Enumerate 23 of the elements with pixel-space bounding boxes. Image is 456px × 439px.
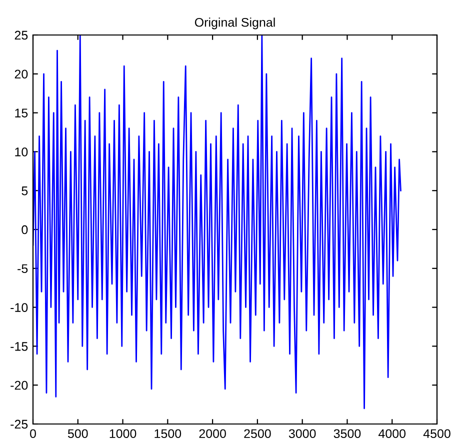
chart-title: Original Signal [194, 18, 275, 30]
x-tick-label: 3000 [288, 429, 316, 438]
x-tick-label: 1000 [110, 429, 136, 438]
y-tick-label: 10 [15, 148, 28, 156]
y-tick-label: -10 [10, 303, 28, 312]
x-tick-label: 3500 [334, 429, 361, 438]
x-tick-label: 4000 [378, 429, 406, 438]
y-tick-label: 15 [15, 108, 28, 118]
y-tick-label: -15 [10, 342, 28, 351]
x-tick-label: 0 [30, 429, 36, 438]
y-tick-label: 25 [14, 30, 28, 40]
x-tick-label: 2500 [244, 429, 271, 438]
x-tick-label: 4500 [423, 429, 450, 438]
x-tick-label: 2000 [199, 429, 226, 438]
y-tick-label: 0 [22, 225, 28, 234]
x-tick-label: 1500 [154, 429, 182, 438]
y-tick-label: -20 [10, 380, 28, 390]
y-tick-label: -25 [10, 420, 28, 429]
y-tick-label: 5 [22, 186, 28, 196]
y-tick-label: -5 [18, 264, 28, 274]
line-series [33, 35, 402, 410]
x-tick-label: 500 [68, 429, 88, 438]
y-tick-label: 20 [14, 70, 28, 79]
